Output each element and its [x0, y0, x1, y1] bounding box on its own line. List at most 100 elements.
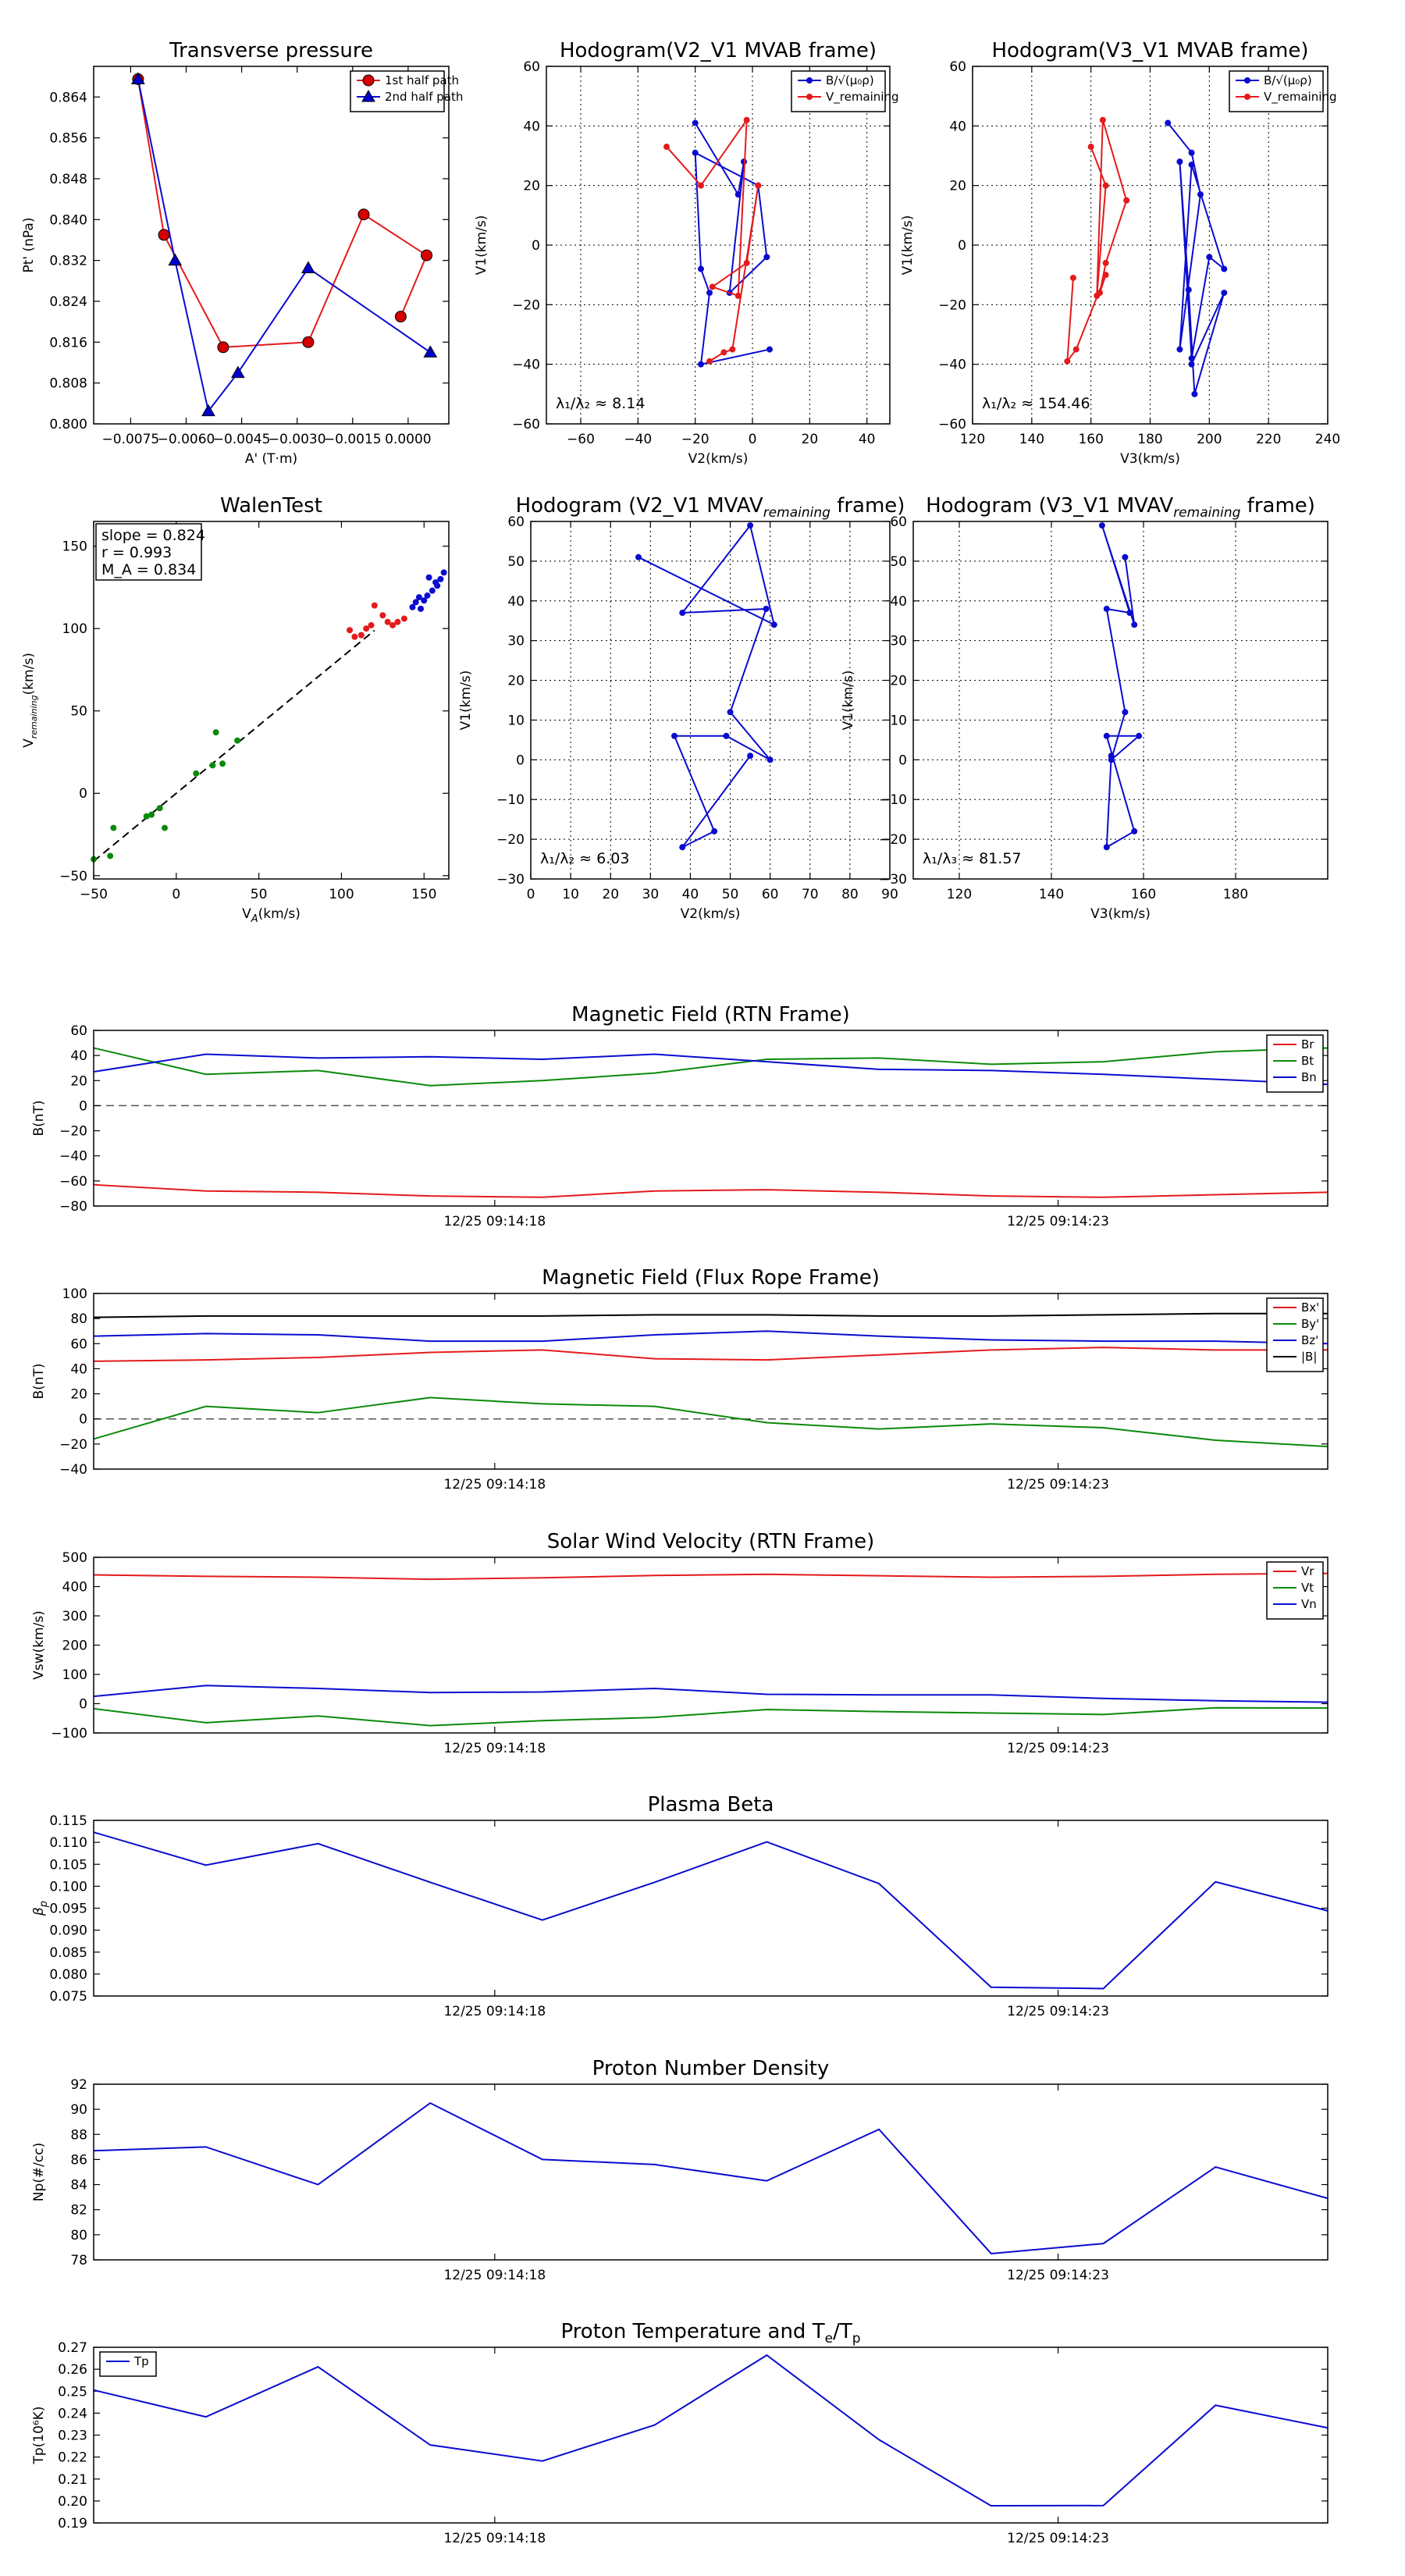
ratio-annotation: λ₁/λ₂ ≈ 154.46 [982, 395, 1090, 412]
data-point [437, 575, 444, 582]
x-tick-label: −20 [681, 432, 710, 447]
data-point [743, 116, 750, 123]
y-tick-label: 0.864 [49, 90, 87, 105]
data-point [1188, 161, 1195, 168]
legend-label: Vr [1301, 1564, 1314, 1578]
y-tick-label: −10 [496, 792, 525, 808]
y-tick-label: 40 [949, 119, 966, 134]
legend-label: B/√(μ₀ρ) [1264, 73, 1312, 87]
y-tick-label: 0.075 [49, 1989, 87, 2005]
y-axis-label: Pt' (nPa) [21, 218, 37, 273]
y-tick-label: 0.808 [49, 376, 87, 392]
data-point [743, 259, 750, 266]
data-point [1176, 346, 1183, 353]
data-point [1136, 732, 1143, 739]
data-point [301, 261, 315, 273]
y-tick-label: −40 [512, 358, 540, 373]
x-tick-label: 140 [1039, 887, 1064, 902]
series-line-By' [93, 1397, 1329, 1448]
x-tick-label: 20 [802, 432, 819, 447]
y-tick-label: 0.085 [49, 1945, 87, 1961]
y-tick-label: −20 [496, 832, 525, 848]
chart-title: Hodogram(V3_V1 MVAB frame) [991, 39, 1308, 62]
y-tick-label: 0.19 [58, 2516, 87, 2532]
panel-hodogram-v2v1-mvab: Hodogram(V2_V1 MVAB frame) −60 −40 −20 0 20 40… [474, 39, 899, 467]
data-point [1126, 610, 1133, 617]
data-point [723, 732, 730, 739]
x-tick-label: 12/25 09:14:23 [1007, 1214, 1109, 1229]
legend-label: Vn [1301, 1597, 1317, 1611]
legend-marker [361, 89, 375, 102]
x-axis-label: V2(km/s) [688, 451, 749, 467]
y-tick-label: 0.800 [49, 417, 87, 432]
y-tick-label: 90 [70, 2102, 87, 2118]
data-point [698, 182, 704, 189]
y-tick-label: 0.22 [58, 2450, 87, 2466]
chart-title: Proton Temperature and Te/Tp [560, 2320, 860, 2347]
data-point [1188, 361, 1195, 368]
legend-label: 1st half path [385, 73, 459, 87]
data-point [1102, 259, 1109, 266]
data-point [698, 361, 704, 368]
legend-label: By' [1301, 1317, 1319, 1331]
plot-frame [93, 66, 450, 425]
data-point [735, 292, 742, 299]
data-point [706, 290, 713, 297]
x-tick-label: 0.0000 [385, 432, 431, 447]
y-tick-label: 40 [507, 594, 525, 610]
data-point [423, 345, 438, 358]
series-line-V [638, 523, 776, 849]
stats-box [95, 523, 202, 581]
x-axis-label: V3(km/s) [1090, 906, 1151, 922]
data-point [1188, 149, 1195, 156]
y-tick-label: 400 [62, 1580, 87, 1596]
data-point [692, 119, 699, 126]
plot-frame [912, 521, 1329, 880]
chart-title: Transverse pressure [169, 39, 373, 62]
data-point [1165, 119, 1172, 126]
panel-transverse-pressure: Transverse pressure −0.0075−0.0060−0.0045… [21, 39, 463, 467]
series-line-2nd half path [137, 79, 431, 413]
data-point [692, 149, 699, 156]
y-tick-label: 40 [890, 594, 907, 610]
x-tick-label: 0 [172, 887, 180, 902]
data-point [415, 594, 422, 601]
data-point [110, 824, 117, 831]
y-tick-label: 0 [958, 238, 966, 254]
y-tick-label: −60 [59, 1174, 87, 1190]
x-tick-label: 12/25 09:14:23 [1007, 1741, 1109, 1756]
panel-walen-test: WalenTest −50 0 50 100 150 −50 0 50 100 150 VA(km/s… [21, 494, 450, 925]
data-point [351, 633, 358, 640]
series-line-Tp [93, 2354, 1329, 2507]
y-tick-label: 100 [62, 621, 87, 637]
series-line-Br [93, 1183, 1329, 1198]
y-tick-label: 100 [62, 1667, 87, 1683]
data-point [1176, 158, 1183, 165]
data-point [706, 358, 713, 365]
y-tick-label: 50 [70, 704, 87, 720]
fit-line [93, 629, 375, 862]
data-point [347, 627, 354, 634]
data-point [767, 346, 773, 353]
data-point [711, 827, 718, 834]
series-line-Bx' [93, 1347, 1328, 1362]
x-tick-label: 40 [682, 887, 699, 902]
data-point [107, 852, 114, 859]
data-point [440, 569, 447, 576]
data-point [671, 732, 678, 739]
data-point [720, 349, 727, 356]
y-axis-label: V1(km/s) [458, 671, 474, 731]
panel-hodogram-v2v1-mvav: Hodogram (V2_V1 MVAVremaining frame) 0 10 2… [458, 494, 905, 922]
x-tick-label: −0.0015 [324, 432, 382, 447]
data-point [193, 770, 200, 777]
data-point [389, 621, 397, 628]
y-tick-label: 0 [516, 753, 525, 768]
legend-label: V_remaining [1264, 90, 1337, 105]
y-tick-label: 50 [507, 554, 525, 570]
y-tick-label: 88 [70, 2127, 87, 2143]
data-point [219, 760, 226, 767]
y-tick-label: 0.832 [49, 254, 87, 269]
x-tick-label: 160 [1078, 432, 1103, 447]
y-tick-label: −20 [59, 1124, 87, 1140]
series-line-Vn [93, 1685, 1329, 1703]
